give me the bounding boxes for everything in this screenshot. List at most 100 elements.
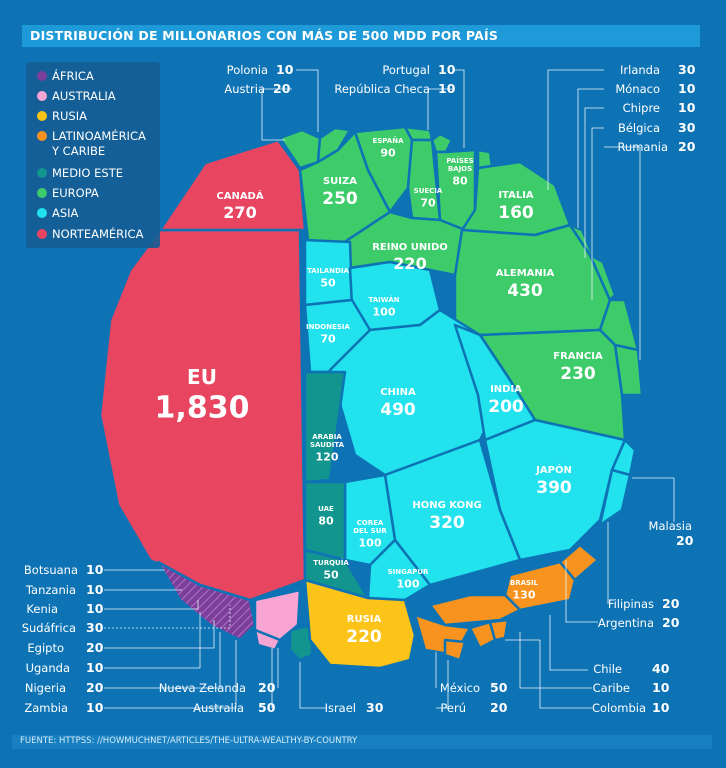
cell-label-arabia-saudita: ARABIA SAUDITA	[310, 433, 345, 449]
cell-label-rusia: RUSIA	[347, 614, 382, 625]
cell-value-rusia: 220	[346, 627, 382, 647]
outside-label-caribe: Caribe	[593, 681, 630, 695]
outside-label-israel: Israel	[325, 701, 356, 715]
leader-egipto	[104, 620, 215, 649]
outside-label-republica-checa: República Checa	[334, 82, 430, 96]
legend-marker-australia	[37, 91, 47, 101]
cell-value-reino-unido: 220	[393, 254, 426, 273]
cell-label-reino-unido: REINO UNIDO	[372, 242, 448, 253]
outside-value-nigeria: 20	[86, 680, 104, 695]
leader-argentina	[565, 560, 598, 623]
outside-label-kenia: Kenia	[26, 602, 58, 616]
outside-label-mexico: México	[440, 681, 480, 695]
cell-value-arabia-saudita: 120	[316, 451, 339, 464]
leader-caribe	[519, 632, 592, 689]
cell-value-tailandia: 50	[320, 277, 336, 290]
outside-value-chile: 40	[652, 661, 670, 676]
outside-value-monaco: 10	[678, 81, 696, 96]
cell-arabia	[303, 370, 347, 484]
legend-label-rusia: RUSIA	[52, 109, 87, 123]
cell-value-brasil: 130	[513, 589, 536, 602]
leader-chequia	[427, 88, 454, 130]
source-bar: FUENTE: HTTPSS: //HOWMUCHNET/ARTICLES/TH…	[12, 735, 712, 749]
cell-chipre	[588, 253, 617, 302]
outside-label-peru: Perú	[440, 701, 466, 715]
cell-label-suiza: SUIZA	[323, 176, 357, 187]
outside-label-polonia: Polonia	[227, 63, 268, 77]
cell-value-china: 490	[380, 400, 416, 420]
outside-value-portugal: 10	[438, 62, 456, 77]
cell-value-paises-bajos: 80	[452, 175, 468, 188]
cell-rusia	[303, 578, 417, 670]
outside-value-egipto: 20	[86, 640, 104, 655]
legend-marker-africa	[37, 71, 47, 81]
outside-label-malasia: Malasia	[649, 519, 692, 533]
cell-label-turquia: TURQUÍA	[313, 558, 349, 567]
outside-value-filipinas: 20	[662, 596, 680, 611]
chart-title: DISTRIBUCIÓN DE MILLONARIOS CON MÁS DE 5…	[30, 28, 499, 43]
outside-value-malasia: 20	[676, 533, 694, 548]
leader-polonia	[296, 69, 319, 132]
cell-label-canada: CANADÁ	[216, 189, 263, 202]
cell-value-turquia: 50	[323, 569, 339, 582]
leader-austria	[261, 88, 292, 141]
cell-label-eu: EU	[187, 365, 217, 389]
outside-value-chipre: 10	[678, 100, 696, 115]
leader-irlanda	[547, 69, 604, 190]
leader-malasia	[632, 477, 675, 522]
outside-value-mexico: 50	[490, 680, 508, 695]
cell-nueva-zelanda	[253, 628, 282, 652]
cell-label-paises-bajos: PAÍSES BAJOS	[446, 156, 473, 173]
outside-value-australia: 50	[258, 700, 276, 715]
cell-label-corea-del-sur: COREA DEL SUR	[353, 519, 387, 535]
cell-value-eu: 1,830	[155, 391, 250, 426]
cell-value-singapur: 100	[397, 578, 420, 591]
cell-label-china: CHINA	[380, 387, 416, 398]
cell-value-corea-del-sur: 100	[359, 537, 382, 550]
cell-value-espana: 90	[380, 147, 396, 160]
outside-value-irlanda: 30	[678, 62, 696, 77]
outside-value-polonia: 10	[276, 62, 294, 77]
cell-label-japon: JAPÓN	[535, 463, 572, 476]
cell-filipinas	[598, 468, 632, 527]
legend-marker-latinoamerica	[37, 131, 47, 141]
cell-value-uae: 80	[318, 515, 334, 528]
outside-label-filipinas: Filipinas	[608, 597, 654, 611]
leader-israel	[299, 662, 326, 709]
outside-label-uganda: Uganda	[26, 661, 70, 675]
leader-zambia	[104, 640, 237, 709]
cell-label-tailandia: TAILANDIA	[307, 267, 349, 275]
outside-value-peru: 20	[490, 700, 508, 715]
outside-value-republica-checa: 10	[438, 81, 456, 96]
leader-uganda	[104, 612, 201, 669]
legend-marker-norteamerica	[37, 229, 47, 239]
cell-label-taiwan: TAIWÁN	[369, 295, 400, 304]
leader-portugal	[454, 69, 465, 148]
leader-chile	[549, 615, 588, 671]
legend-marker-medio-este	[37, 168, 47, 178]
leader-belgica	[591, 127, 604, 300]
cell-label-suecia: SUECIA	[414, 187, 443, 195]
cell-label-indonesia: INDONESIA	[306, 323, 351, 331]
outside-value-belgica: 30	[678, 120, 696, 135]
cell-value-alemania: 430	[507, 281, 543, 301]
legend-label-australia: AUSTRALIA	[52, 89, 116, 103]
outside-label-chipre: Chipre	[623, 101, 660, 115]
outside-value-nueva-zelanda: 20	[258, 680, 276, 695]
cell-austria	[316, 126, 352, 164]
outside-value-uganda: 10	[86, 660, 104, 675]
cell-label-alemania: ALEMANIA	[496, 268, 555, 279]
legend-label-latinoamerica: LATINOAMÉRICA Y CARIBE	[51, 128, 146, 158]
outside-value-austria: 20	[273, 81, 291, 96]
leader-nigeria	[104, 632, 221, 689]
leader-peru	[436, 660, 449, 709]
cell-value-suiza: 250	[322, 189, 358, 209]
cell-chequia	[430, 132, 454, 154]
outside-label-chile: Chile	[593, 662, 622, 676]
source-note: FUENTE: HTTPSS: //HOWMUCHNET/ARTICLES/TH…	[20, 736, 358, 746]
leader-kenia	[104, 600, 199, 610]
cell-label-hong-kong: HONG KONG	[412, 500, 481, 511]
outside-label-irlanda: Irlanda	[620, 63, 660, 77]
